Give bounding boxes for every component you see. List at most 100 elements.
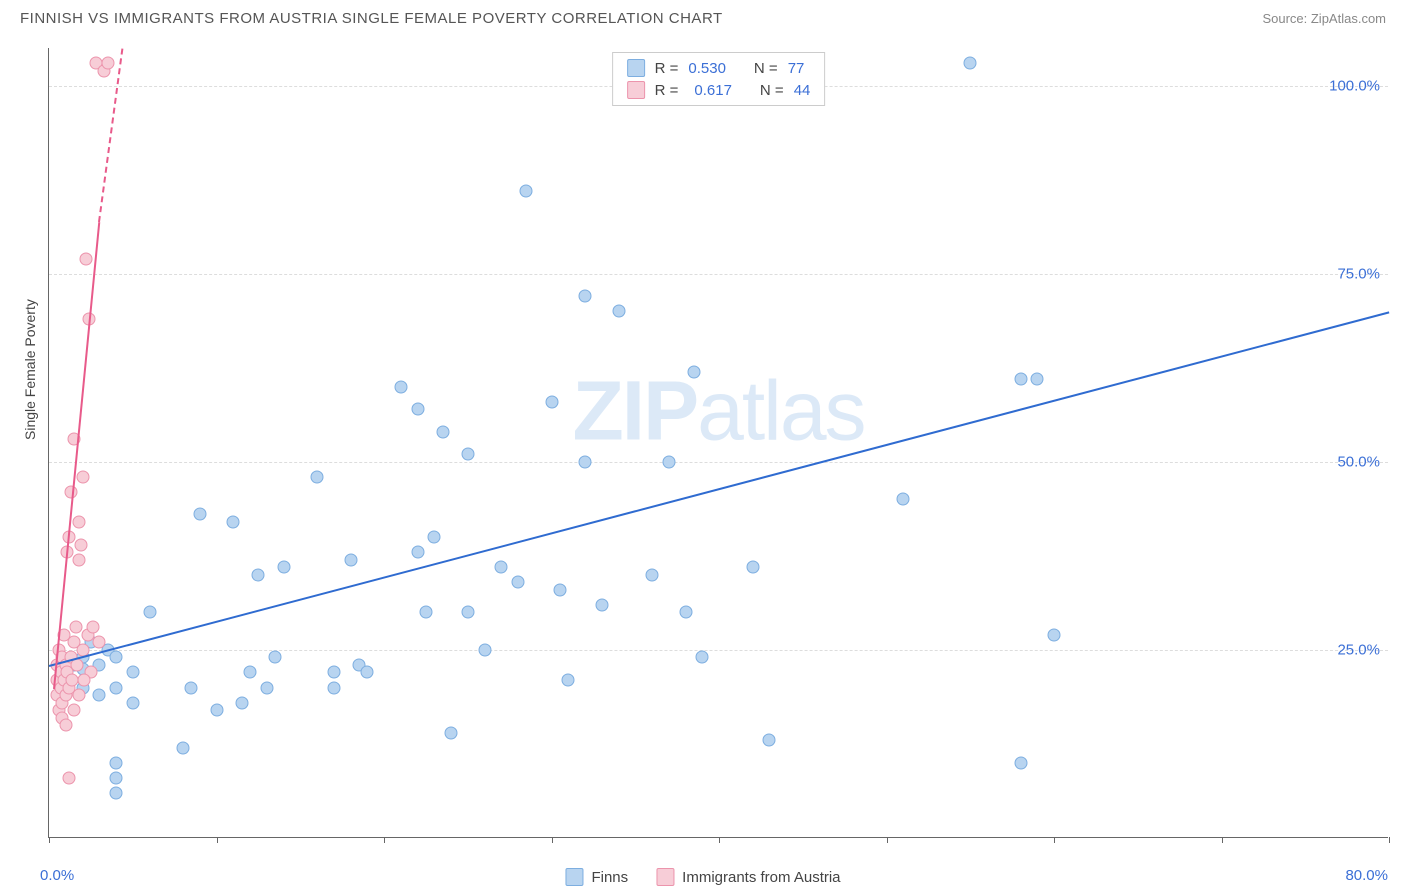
data-point <box>59 719 72 732</box>
x-tick <box>49 837 50 843</box>
data-point <box>1014 373 1027 386</box>
data-point <box>110 681 123 694</box>
data-point <box>445 726 458 739</box>
x-tick <box>384 837 385 843</box>
data-point <box>411 546 424 559</box>
data-point <box>68 704 81 717</box>
legend-item-finns: Finns <box>565 868 628 886</box>
data-point <box>696 651 709 664</box>
watermark: ZIPatlas <box>572 362 864 459</box>
data-point <box>612 305 625 318</box>
data-point <box>110 786 123 799</box>
chart-title: FINNISH VS IMMIGRANTS FROM AUSTRIA SINGL… <box>20 10 723 27</box>
data-point <box>73 553 86 566</box>
data-point <box>545 395 558 408</box>
data-point <box>478 643 491 656</box>
y-tick-label: 75.0% <box>1337 265 1380 282</box>
data-point <box>260 681 273 694</box>
y-axis-label: Single Female Poverty <box>22 299 38 440</box>
swatch-icon <box>627 81 645 99</box>
data-point <box>252 568 265 581</box>
gridline <box>49 274 1388 275</box>
data-point <box>595 598 608 611</box>
data-point <box>553 583 566 596</box>
data-point <box>277 561 290 574</box>
data-point <box>227 516 240 529</box>
data-point <box>662 455 675 468</box>
data-point <box>73 516 86 529</box>
data-point <box>646 568 659 581</box>
gridline <box>49 650 1388 651</box>
trend-line <box>49 311 1389 667</box>
data-point <box>235 696 248 709</box>
trend-line <box>53 222 100 689</box>
x-tick <box>1389 837 1390 843</box>
x-tick <box>552 837 553 843</box>
data-point <box>126 666 139 679</box>
data-point <box>110 771 123 784</box>
data-point <box>78 674 91 687</box>
data-point <box>436 425 449 438</box>
x-tick <box>887 837 888 843</box>
data-point <box>1048 628 1061 641</box>
data-point <box>964 57 977 70</box>
data-point <box>687 365 700 378</box>
series-legend: Finns Immigrants from Austria <box>565 868 840 886</box>
data-point <box>344 553 357 566</box>
data-point <box>419 606 432 619</box>
data-point <box>79 252 92 265</box>
swatch-icon <box>627 59 645 77</box>
data-point <box>143 606 156 619</box>
data-point <box>1031 373 1044 386</box>
data-point <box>579 455 592 468</box>
data-point <box>101 57 114 70</box>
data-point <box>512 576 525 589</box>
data-point <box>73 689 86 702</box>
data-point <box>746 561 759 574</box>
data-point <box>411 403 424 416</box>
data-point <box>428 531 441 544</box>
data-point <box>679 606 692 619</box>
swatch-icon <box>656 868 674 886</box>
legend-row-finns: R = 0.530 N = 77 <box>613 57 825 79</box>
source-label: Source: ZipAtlas.com <box>1262 11 1386 26</box>
data-point <box>74 538 87 551</box>
data-point <box>520 184 533 197</box>
data-point <box>394 380 407 393</box>
data-point <box>461 606 474 619</box>
data-point <box>110 756 123 769</box>
data-point <box>763 734 776 747</box>
x-tick <box>1222 837 1223 843</box>
data-point <box>185 681 198 694</box>
gridline <box>49 462 1388 463</box>
x-tick <box>217 837 218 843</box>
data-point <box>897 493 910 506</box>
data-point <box>461 448 474 461</box>
data-point <box>562 674 575 687</box>
data-point <box>63 771 76 784</box>
data-point <box>327 681 340 694</box>
data-point <box>244 666 257 679</box>
y-tick-label: 25.0% <box>1337 641 1380 658</box>
data-point <box>93 636 106 649</box>
x-tick <box>719 837 720 843</box>
data-point <box>126 696 139 709</box>
data-point <box>210 704 223 717</box>
data-point <box>327 666 340 679</box>
data-point <box>495 561 508 574</box>
x-axis-max-label: 80.0% <box>1345 867 1388 884</box>
data-point <box>76 470 89 483</box>
data-point <box>311 470 324 483</box>
swatch-icon <box>565 868 583 886</box>
scatter-chart: ZIPatlas R = 0.530 N = 77 R = 0.617 N = … <box>48 48 1388 838</box>
data-point <box>86 621 99 634</box>
data-point <box>579 290 592 303</box>
data-point <box>1014 756 1027 769</box>
x-tick <box>1054 837 1055 843</box>
data-point <box>361 666 374 679</box>
header: FINNISH VS IMMIGRANTS FROM AUSTRIA SINGL… <box>0 0 1406 27</box>
data-point <box>177 741 190 754</box>
legend-item-austria: Immigrants from Austria <box>656 868 840 886</box>
data-point <box>110 651 123 664</box>
y-tick-label: 100.0% <box>1329 77 1380 94</box>
